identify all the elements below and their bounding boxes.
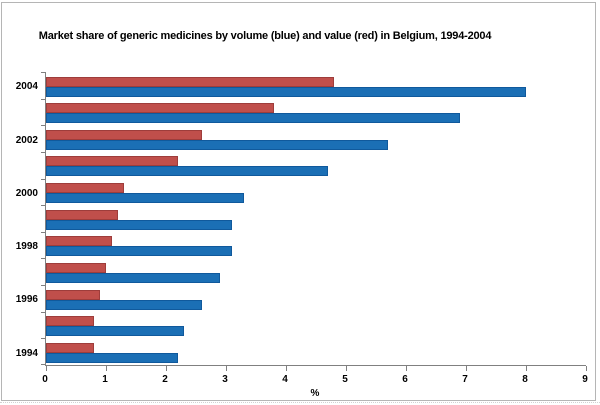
bar-value-red-1998	[46, 236, 112, 247]
x-axis-tick	[286, 366, 287, 371]
y-axis-tick	[41, 205, 46, 207]
x-tick-label: 2	[162, 374, 168, 385]
y-axis-tick	[41, 364, 46, 365]
bar-value-red-1994	[46, 342, 94, 353]
bar-value-red-2003	[46, 103, 274, 114]
y-axis-tick	[41, 338, 46, 340]
x-axis-tick	[106, 366, 107, 371]
y-axis-tick	[41, 151, 46, 153]
y-axis-tick	[41, 178, 46, 180]
y-tick-label: 1996	[15, 294, 38, 306]
bar-volume-blue-1996	[46, 299, 202, 310]
bar-value-red-1999	[46, 209, 118, 220]
x-axis-title: %	[310, 388, 320, 399]
y-axis-tick	[41, 285, 46, 287]
x-axis-tick	[526, 366, 527, 371]
bar-value-red-2000	[46, 183, 124, 194]
x-axis-tick	[226, 366, 227, 371]
bar-volume-blue-2001	[46, 166, 328, 177]
x-axis-tick	[586, 366, 587, 371]
bar-value-red-2001	[46, 156, 178, 167]
y-axis-tick	[41, 72, 46, 73]
y-tick-label: 2004	[15, 81, 38, 93]
x-axis-tick	[46, 366, 47, 371]
bar-value-red-2002	[46, 129, 202, 140]
y-axis-tick	[41, 258, 46, 260]
bar-value-red-1995	[46, 316, 94, 327]
bar-volume-blue-1994	[46, 352, 178, 363]
y-tick-label: 1998	[15, 241, 38, 253]
bar-volume-blue-1997	[46, 272, 220, 283]
sheet-gridline	[0, 402, 600, 403]
plot-area	[41, 72, 587, 371]
bar-value-red-1997	[46, 262, 106, 273]
chart-title: Market share of generic medicines by vol…	[38, 30, 492, 42]
y-axis-tick	[41, 98, 46, 100]
x-axis-tick	[466, 366, 467, 371]
bar-value-red-2004	[46, 76, 334, 87]
x-tick-label: 5	[342, 374, 348, 385]
x-tick-label: 1	[102, 374, 108, 385]
bar-volume-blue-1998	[46, 246, 232, 257]
y-tick-label: 1994	[15, 347, 38, 359]
bar-volume-blue-2003	[46, 113, 460, 124]
bar-volume-blue-1995	[46, 326, 184, 337]
x-axis-tick	[166, 366, 167, 371]
bar-value-red-1996	[46, 289, 100, 300]
x-tick-label: 8	[522, 374, 528, 385]
bar-volume-blue-2000	[46, 193, 244, 204]
bar-volume-blue-2004	[46, 86, 526, 97]
x-axis-tick	[406, 366, 407, 371]
x-axis-tick	[346, 366, 347, 371]
y-axis-tick	[41, 311, 46, 313]
bar-volume-blue-2002	[46, 139, 388, 150]
y-axis-tick	[41, 125, 46, 127]
y-tick-label: 2000	[15, 187, 38, 199]
x-tick-label: 6	[402, 374, 408, 385]
y-axis-tick	[41, 231, 46, 233]
x-tick-label: 7	[462, 374, 468, 385]
x-tick-label: 4	[282, 374, 288, 385]
y-tick-label: 2002	[15, 134, 38, 146]
x-tick-label: 9	[582, 374, 588, 385]
bar-volume-blue-1999	[46, 219, 232, 230]
x-tick-label: 3	[222, 374, 228, 385]
x-tick-label: 0	[42, 374, 48, 385]
